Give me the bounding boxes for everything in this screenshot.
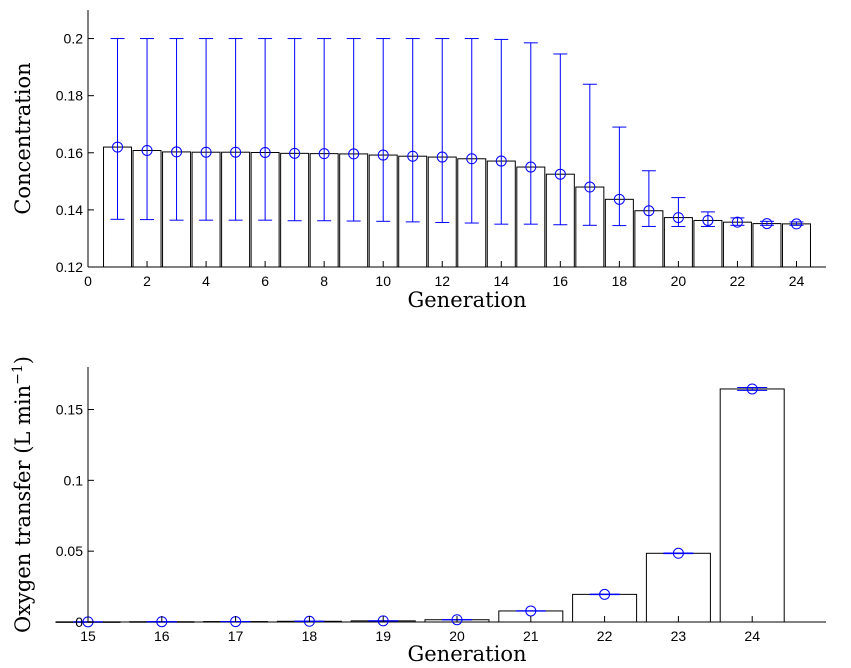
x-tick-label: 24 xyxy=(789,273,805,289)
bar xyxy=(645,552,711,623)
mean-marker xyxy=(348,148,360,160)
mean-marker xyxy=(584,181,596,193)
mean-marker xyxy=(702,214,714,226)
mean-marker xyxy=(141,144,153,156)
mean-marker xyxy=(746,383,758,395)
mean-marker xyxy=(200,146,212,158)
oxygen-transfer-panel: 0 0.05 0.1 0.15 15 16 17 18 19 20 21 22 23 24 Generati… xyxy=(10,356,826,666)
x-tick-label: 21 xyxy=(523,628,539,644)
y-axis-title: Concentration xyxy=(11,62,35,214)
mean-marker xyxy=(599,588,611,600)
y-tick-label: 0.1 xyxy=(64,472,84,488)
bar xyxy=(752,223,782,268)
mean-marker xyxy=(318,148,330,160)
bar xyxy=(781,223,811,268)
mean-marker xyxy=(525,605,537,617)
y-axis-title: Oxygen transfer (L min−1) xyxy=(10,356,35,633)
y-tick-label: 0.14 xyxy=(56,202,83,218)
y-tick-label: 0 xyxy=(75,614,83,630)
mean-marker xyxy=(259,146,271,158)
mean-marker xyxy=(790,218,802,230)
y-tick-label: 0.2 xyxy=(64,31,84,47)
x-tick-label: 23 xyxy=(671,628,687,644)
bar xyxy=(693,219,723,268)
x-tick-label: 18 xyxy=(612,273,628,289)
mean-marker xyxy=(672,547,684,559)
x-tick-label: 2 xyxy=(143,273,151,289)
mean-marker xyxy=(230,146,242,158)
x-axis-title: Generation xyxy=(407,642,526,666)
y-tick-label: 0.12 xyxy=(56,259,83,275)
mean-marker xyxy=(554,168,566,180)
x-tick-label: 14 xyxy=(493,273,509,289)
mean-marker xyxy=(731,216,743,228)
x-tick-label: 16 xyxy=(154,628,170,644)
bar xyxy=(719,388,785,623)
mean-marker xyxy=(761,218,773,230)
x-tick-label: 22 xyxy=(597,628,613,644)
mean-marker xyxy=(436,151,448,163)
x-tick-label: 24 xyxy=(744,628,760,644)
y-tick-label: 0.05 xyxy=(56,543,83,559)
mean-marker xyxy=(451,614,463,626)
bar xyxy=(663,217,693,268)
x-tick-label: 6 xyxy=(261,273,269,289)
x-tick-label: 4 xyxy=(202,273,210,289)
concentration-panel: 0.120.140.160.180.20 2 4 6 8 10 12 14 16 18 20 22 24… xyxy=(11,10,826,312)
x-tick-label: 15 xyxy=(80,628,96,644)
x-tick-label: 18 xyxy=(302,628,318,644)
y-tick-label: 0.18 xyxy=(56,88,83,104)
mean-marker xyxy=(613,193,625,205)
mean-marker xyxy=(495,155,507,167)
mean-marker xyxy=(407,150,419,162)
x-axis-title: Generation xyxy=(407,288,526,312)
mean-marker xyxy=(112,141,124,153)
mean-marker xyxy=(377,149,389,161)
x-tick-label: 10 xyxy=(375,273,391,289)
mean-marker xyxy=(171,146,183,158)
x-tick-label: 20 xyxy=(449,628,465,644)
x-tick-label: 20 xyxy=(671,273,687,289)
x-tick-label: 12 xyxy=(434,273,450,289)
mean-marker xyxy=(672,212,684,224)
x-tick-label: 17 xyxy=(228,628,244,644)
mean-marker xyxy=(643,205,655,217)
mean-marker xyxy=(377,615,389,627)
x-tick-label: 22 xyxy=(730,273,746,289)
bar xyxy=(722,221,752,268)
mean-marker xyxy=(289,147,301,159)
mean-marker xyxy=(466,153,478,165)
x-tick-label: 0 xyxy=(84,273,92,289)
x-tick-label: 8 xyxy=(320,273,328,289)
y-tick-label: 0.15 xyxy=(56,402,83,418)
mean-marker xyxy=(525,161,537,173)
y-tick-label: 0.16 xyxy=(56,145,83,161)
x-tick-label: 19 xyxy=(375,628,391,644)
x-tick-label: 16 xyxy=(553,273,569,289)
